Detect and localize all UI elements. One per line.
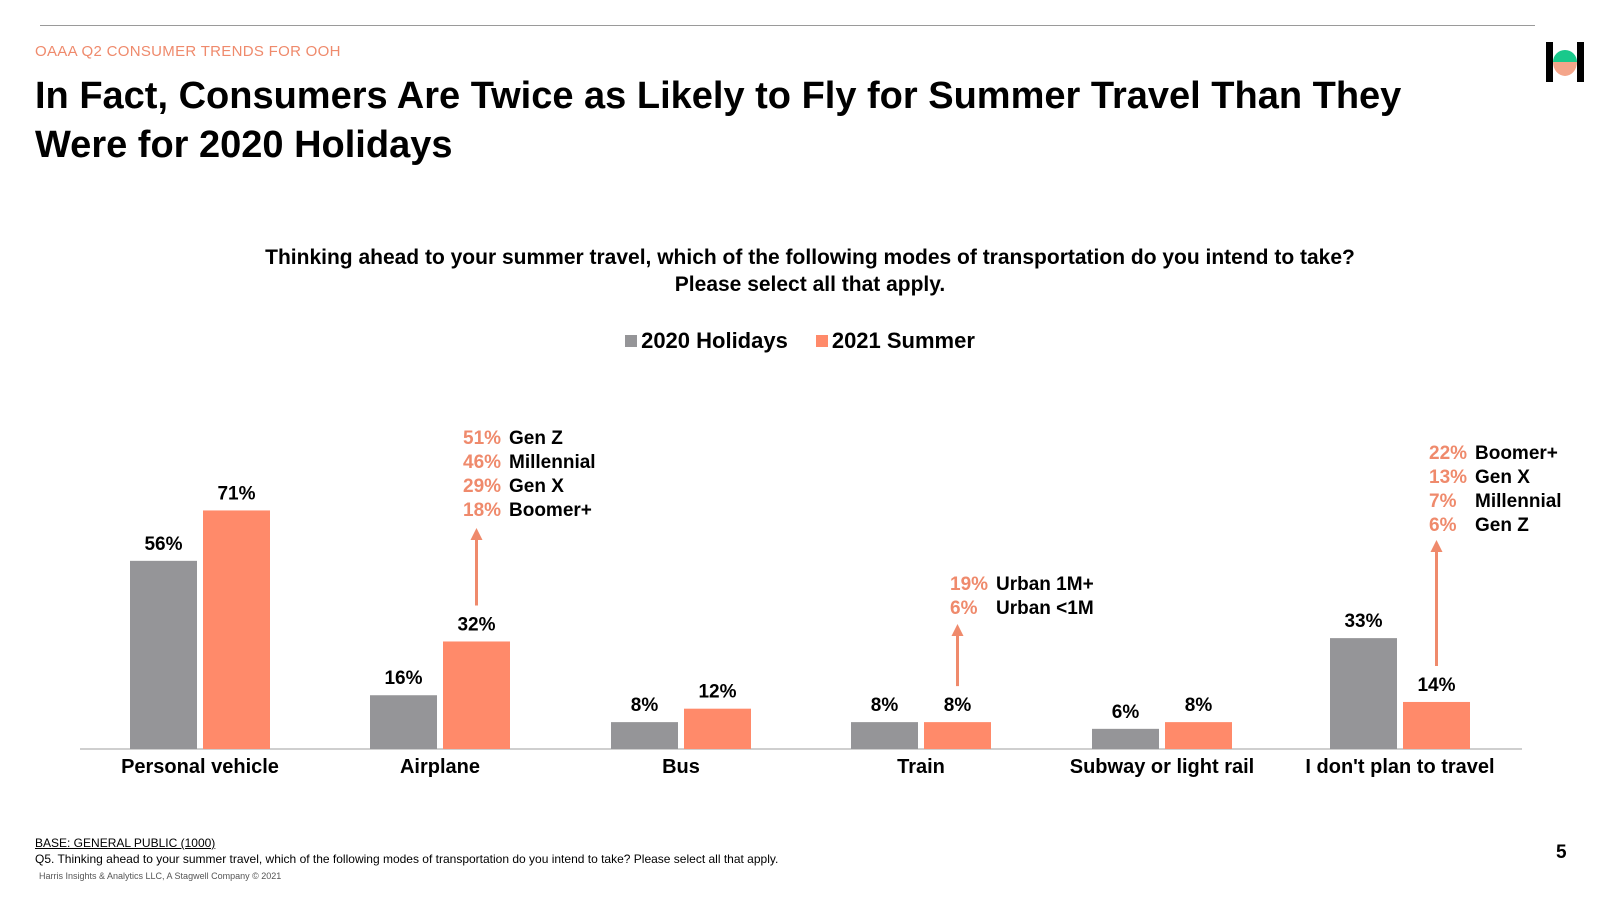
callout-pct: 51% [463, 428, 502, 449]
callout-pct: 13% [1429, 467, 1468, 488]
callout-row: 6% Gen Z [1429, 514, 1562, 538]
question-note: Q5. Thinking ahead to your summer travel… [35, 852, 779, 866]
survey-question-line-1: Thinking ahead to your summer travel, wh… [265, 246, 1355, 269]
callout-arrow-head [1430, 540, 1443, 552]
callout-pct: 19% [950, 574, 989, 595]
callout-pct: 7% [1429, 491, 1457, 512]
callout-row: 18% Boomer+ [463, 499, 596, 523]
callout-train: 19% Urban 1M+ 6% Urban <1M [950, 573, 1094, 621]
callout-row: 22% Boomer+ [1429, 442, 1562, 466]
callout-row: 13% Gen X [1429, 466, 1562, 490]
callout-pct: 46% [463, 452, 502, 473]
data-label: 32% [457, 614, 495, 635]
survey-question: Thinking ahead to your summer travel, wh… [180, 244, 1440, 298]
callout-pct: 22% [1429, 443, 1468, 464]
data-label: 71% [217, 483, 255, 504]
bar-holidays [851, 722, 918, 749]
x-tick-label: Personal vehicle [121, 756, 279, 778]
top-divider [40, 25, 1535, 26]
data-label: 33% [1344, 611, 1382, 632]
callout-row: 29% Gen X [463, 475, 596, 499]
x-tick-label: Bus [662, 756, 700, 778]
callout-row: 7% Millennial [1429, 490, 1562, 514]
callout-label: Gen Z [509, 428, 563, 449]
x-tick-label: Train [897, 756, 945, 778]
legend-label-summer: 2021 Summer [831, 328, 975, 353]
base-note: BASE: GENERAL PUBLIC (1000) [35, 836, 216, 850]
callout-pct: 29% [463, 476, 502, 497]
callout-row: 51% Gen Z [463, 427, 596, 451]
data-label: 8% [871, 695, 899, 716]
chart-legend: 2020 Holidays 2021 Summer [0, 328, 1600, 354]
legend-swatch-summer [815, 335, 828, 347]
bar-summer [1165, 722, 1232, 749]
callout-label: Boomer+ [509, 500, 592, 521]
copyright: Harris Insights & Analytics LLC, A Stagw… [39, 871, 282, 881]
harris-logo-icon [1546, 42, 1584, 82]
callout-arrow-head [470, 528, 483, 540]
callout-row: 46% Millennial [463, 451, 596, 475]
callout-airplane: 51% Gen Z 46% Millennial 29% Gen X 18% Boome… [463, 427, 596, 523]
callout-label: Millennial [1475, 491, 1562, 512]
callout-pct: 6% [950, 598, 978, 619]
bar-holidays [1330, 638, 1397, 749]
bar-summer [1403, 701, 1470, 749]
slide-title: In Fact, Consumers Are Twice as Likely t… [35, 75, 1402, 166]
bar-summer [684, 708, 751, 749]
data-label: 8% [944, 695, 972, 716]
survey-question-line-2: Please select all that apply. [674, 273, 946, 296]
data-label: 8% [1185, 695, 1213, 716]
x-tick-label: I don't plan to travel [1305, 756, 1494, 778]
callout-label: Millennial [509, 452, 596, 473]
data-label: 8% [631, 695, 659, 716]
bar-summer [443, 641, 510, 749]
data-label: 14% [1417, 675, 1455, 696]
data-label: 16% [384, 668, 422, 689]
callout-label: Gen X [1475, 467, 1530, 488]
x-tick-label: Airplane [400, 756, 480, 778]
callout-label: Boomer+ [1475, 443, 1558, 464]
legend-item-summer: 2021 Summer [815, 328, 975, 354]
callout-label: Gen Z [1475, 515, 1529, 536]
bar-holidays [1092, 728, 1159, 749]
legend-label-holidays: 2020 Holidays [641, 328, 788, 353]
callout-pct: 6% [1429, 515, 1457, 536]
callout-arrow-head [951, 624, 964, 636]
callout-label: Urban 1M+ [996, 574, 1094, 595]
legend-item-holidays: 2020 Holidays [625, 328, 788, 354]
data-label: 12% [698, 682, 736, 703]
callout-label: Gen X [509, 476, 564, 497]
bar-holidays [130, 560, 197, 749]
callout-row: 6% Urban <1M [950, 597, 1094, 621]
x-tick-label: Subway or light rail [1070, 756, 1254, 778]
callout-no-travel: 22% Boomer+ 13% Gen X 7% Millennial 6% Gen Z [1429, 442, 1562, 538]
bar-holidays [611, 722, 678, 749]
bar-summer [203, 510, 270, 749]
data-label: 56% [144, 534, 182, 555]
legend-swatch-holidays [625, 335, 638, 347]
bar-holidays [370, 695, 437, 749]
section-eyebrow: OAAA Q2 CONSUMER TRENDS FOR OOH [35, 43, 341, 60]
callout-pct: 18% [463, 500, 502, 521]
data-label: 6% [1112, 702, 1140, 723]
bar-summer [924, 722, 991, 749]
callout-row: 19% Urban 1M+ [950, 573, 1094, 597]
page-number: 5 [1556, 842, 1567, 863]
callout-label: Urban <1M [996, 598, 1094, 619]
